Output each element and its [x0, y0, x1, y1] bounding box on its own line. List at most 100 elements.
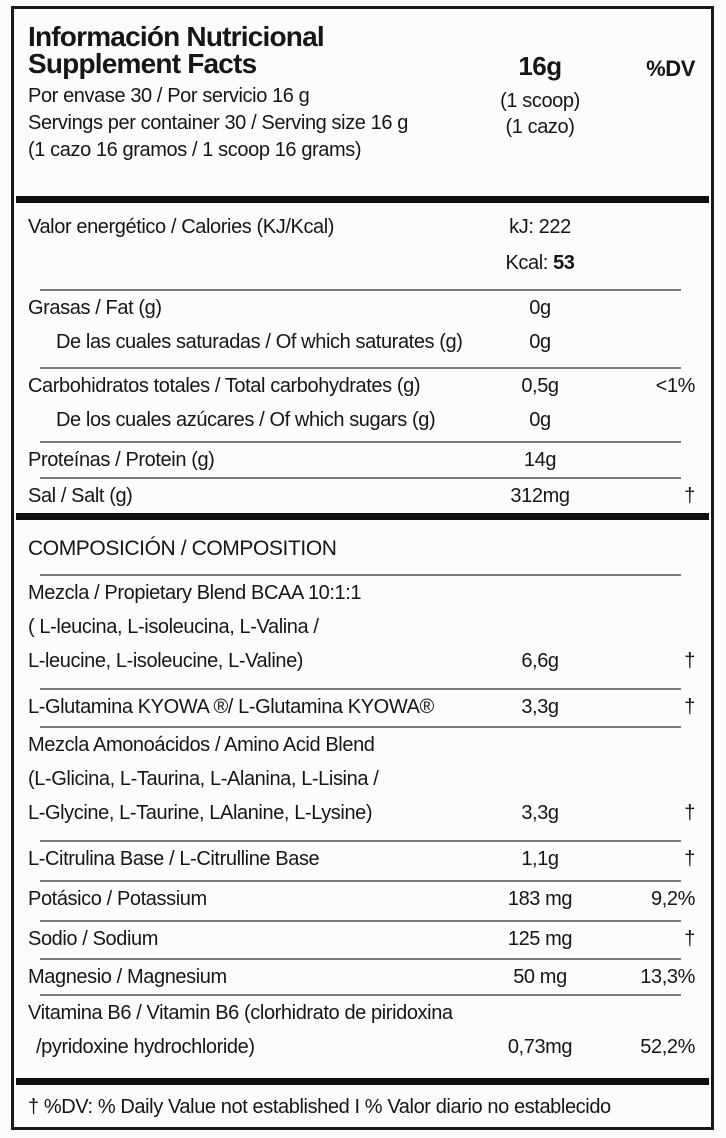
thick-divider	[16, 1078, 709, 1085]
bcaa-line-3: L-leucine, L-isoleucine, L-Valine)	[28, 650, 304, 672]
thin-divider	[40, 574, 681, 576]
scoop-note-en: (1 scoop)	[500, 90, 580, 112]
thin-divider	[40, 958, 681, 960]
saturates-amount: 0g	[529, 331, 551, 353]
row-citrulline: L-Citrulina Base / L-Citrulline Base 1,1…	[28, 842, 695, 880]
group-bcaa-blend: Mezcla / Propietary Blend BCAA 10:1:1 ( …	[28, 576, 695, 688]
thin-divider	[40, 477, 681, 479]
protein-label: Proteínas / Protein (g)	[28, 449, 215, 471]
magnesium-dv: 13,3%	[640, 966, 695, 988]
scoop-note-es: (1 cazo)	[505, 116, 575, 138]
nutrition-section: Valor energético / Calories (KJ/Kcal) kJ…	[14, 203, 711, 513]
servings-line-en: Servings per container 30 / Serving size…	[28, 112, 408, 134]
row-sugars: De los cuales azúcares / Of which sugars…	[28, 403, 695, 437]
calories-values: kJ: 222 Kcal: 53	[469, 209, 611, 281]
protein-amount: 14g	[523, 449, 557, 471]
vitamin-b6-label: Vitamina B6 / Vitamin B6 (clorhidrato de…	[28, 996, 469, 1064]
row-sodium: Sodio / Sodium 125 mg †	[28, 922, 695, 958]
carbs-dv: <1%	[655, 375, 696, 397]
thin-divider	[40, 726, 681, 728]
thin-divider	[40, 688, 681, 690]
glutamine-amount: 3,3g	[521, 696, 559, 718]
thin-divider	[40, 994, 681, 996]
vitamin-b6-line-2: /pyridoxine hydrochloride)	[36, 1036, 255, 1058]
row-fat: Grasas / Fat (g) 0g	[28, 291, 695, 325]
bcaa-label: Mezcla / Propietary Blend BCAA 10:1:1 ( …	[28, 576, 469, 678]
fat-amount: 0g	[529, 297, 551, 319]
thin-divider	[40, 441, 681, 443]
glutamine-dv: †	[684, 696, 695, 718]
label-header: Información Nutricional Supplement Facts…	[14, 9, 711, 196]
amino-blend-label: Mezcla Amonoácidos / Amino Acid Blend (L…	[28, 728, 469, 830]
serving-size-column: 16g (1 scoop) (1 cazo)	[469, 23, 611, 164]
thin-divider	[40, 920, 681, 922]
potassium-amount: 183 mg	[507, 888, 573, 910]
bcaa-line-1: Mezcla / Propietary Blend BCAA 10:1:1	[28, 582, 362, 604]
thin-divider	[40, 367, 681, 369]
group-vitamin-b6: Vitamina B6 / Vitamin B6 (clorhidrato de…	[28, 996, 695, 1078]
saturates-label: De las cuales saturadas / Of which satur…	[56, 331, 463, 353]
salt-dv: †	[684, 485, 695, 507]
calories-kj: kJ: 222	[509, 216, 571, 238]
potassium-dv: 9,2%	[651, 888, 695, 910]
vitamin-b6-dv: 52,2%	[640, 1036, 695, 1058]
vitamin-b6-line-1: Vitamina B6 / Vitamin B6 (clorhidrato de…	[28, 1002, 453, 1024]
bcaa-dv: †	[684, 650, 695, 672]
nutrition-label: Información Nutricional Supplement Facts…	[11, 6, 714, 1130]
citrulline-amount: 1,1g	[521, 848, 559, 870]
amino-line-3: L-Glycine, L-Taurine, LAlanine, L-Lysine…	[28, 802, 373, 824]
title-spanish: Información Nutricional	[28, 21, 325, 52]
carbs-label: Carbohidratos totales / Total carbohydra…	[28, 375, 421, 397]
citrulline-dv: †	[684, 848, 695, 870]
row-protein: Proteínas / Protein (g) 14g	[28, 443, 695, 477]
magnesium-label: Magnesio / Magnesium	[28, 966, 227, 988]
glutamine-label: L-Glutamina KYOWA ®/ L-Glutamina KYOWA®	[28, 696, 434, 718]
carbs-amount: 0,5g	[521, 375, 559, 397]
thin-divider	[40, 840, 681, 842]
kcal-value: 53	[553, 252, 575, 274]
thick-divider	[16, 196, 709, 203]
salt-amount: 312mg	[510, 485, 570, 507]
composition-header: COMPOSICIÓN / COMPOSITION	[28, 537, 337, 560]
row-potassium: Potásico / Potassium 183 mg 9,2%	[28, 882, 695, 920]
vitamin-b6-amount: 0,73mg	[507, 1036, 573, 1058]
group-amino-blend: Mezcla Amonoácidos / Amino Acid Blend (L…	[28, 728, 695, 840]
dv-column-header: %DV	[646, 56, 695, 81]
magnesium-amount: 50 mg	[513, 966, 567, 988]
citrulline-label: L-Citrulina Base / L-Citrulline Base	[28, 848, 320, 870]
bcaa-amount: 6,6g	[521, 650, 559, 672]
row-magnesium: Magnesio / Magnesium 50 mg 13,3%	[28, 960, 695, 994]
thin-divider	[40, 289, 681, 291]
sodium-amount: 125 mg	[507, 928, 573, 950]
composition-section: COMPOSICIÓN / COMPOSITION Mezcla / Propi…	[14, 520, 711, 1078]
potassium-label: Potásico / Potassium	[28, 888, 207, 910]
sodium-label: Sodio / Sodium	[28, 928, 159, 950]
calories-kcal: Kcal: 53	[469, 245, 611, 281]
serving-size-value: 16g	[518, 51, 562, 81]
servings-line-scoop: (1 cazo 16 gramos / 1 scoop 16 grams)	[28, 139, 362, 161]
kcal-prefix: Kcal:	[505, 252, 554, 274]
thin-divider	[40, 880, 681, 882]
bcaa-line-2: ( L-leucina, L-isoleucina, L-Valina /	[28, 616, 319, 638]
row-carbohydrates: Carbohidratos totales / Total carbohydra…	[28, 369, 695, 403]
servings-line-es: Por envase 30 / Por servicio 16 g	[28, 85, 310, 107]
amino-blend-dv: †	[684, 802, 695, 824]
title-english: Supplement Facts	[28, 48, 257, 79]
amino-blend-amount: 3,3g	[521, 802, 559, 824]
group-fat: Grasas / Fat (g) 0g De las cuales satura…	[28, 291, 695, 367]
header-left: Información Nutricional Supplement Facts…	[28, 23, 469, 164]
amino-line-2: (L-Glicina, L-Taurina, L-Alanina, L-Lisi…	[28, 768, 379, 790]
thick-divider	[16, 513, 709, 520]
daily-value-footnote: † %DV: % Daily Value not established I %…	[28, 1096, 611, 1118]
row-glutamine: L-Glutamina KYOWA ®/ L-Glutamina KYOWA® …	[28, 690, 695, 726]
calories-label: Valor energético / Calories (KJ/Kcal)	[28, 216, 335, 238]
fat-label: Grasas / Fat (g)	[28, 297, 162, 319]
amino-line-1: Mezcla Amonoácidos / Amino Acid Blend	[28, 734, 375, 756]
group-carbohydrates: Carbohidratos totales / Total carbohydra…	[28, 369, 695, 441]
row-salt: Sal / Salt (g) 312mg †	[28, 479, 695, 513]
salt-label: Sal / Salt (g)	[28, 485, 133, 507]
row-saturates: De las cuales saturadas / Of which satur…	[28, 325, 695, 359]
sugars-amount: 0g	[529, 409, 551, 431]
row-calories: Valor energético / Calories (KJ/Kcal) kJ…	[28, 203, 695, 289]
sugars-label: De los cuales azúcares / Of which sugars…	[56, 409, 436, 431]
